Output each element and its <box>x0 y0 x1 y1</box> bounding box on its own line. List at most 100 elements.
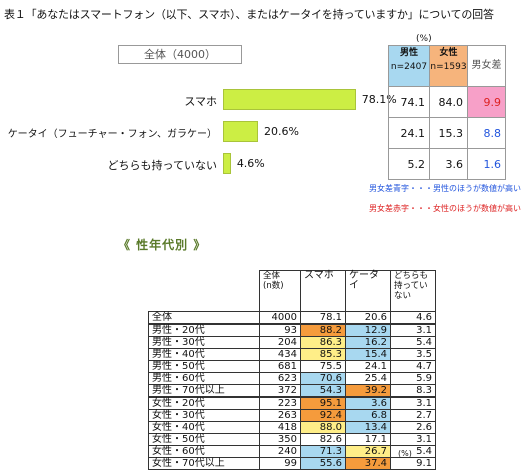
table-cell: 681 <box>259 360 301 373</box>
bar-value-label: 20.6% <box>264 125 299 138</box>
table-cell: 4000 <box>259 311 301 325</box>
table-row: 男性・70代以上 372 54.3 39.2 8.3 <box>148 384 436 398</box>
male-header: 男性 n=2407 <box>388 45 430 87</box>
row-label: 男性・60代 <box>148 372 260 385</box>
table-row: 男性・60代 623 70.6 25.4 5.9 <box>148 372 436 385</box>
table-cell: 204 <box>259 336 301 349</box>
table-cell: 2.6 <box>390 421 436 434</box>
section-title: 《 性年代別 》 <box>118 238 207 252</box>
table-cell: 15.4 <box>345 348 391 361</box>
table-cell: 20.6 <box>345 311 391 325</box>
table-cell: 8.3 <box>390 384 436 398</box>
table-cell: 12.9 <box>345 323 391 337</box>
table-cell: 88.0 <box>300 421 346 434</box>
bar-label: スマホ <box>184 95 217 108</box>
male-cell: 24.1 <box>388 117 430 149</box>
table-row: 男性・40代 434 85.3 15.4 3.5 <box>148 348 436 361</box>
table-row: 男性・50代 681 75.5 24.1 4.7 <box>148 360 436 373</box>
bar <box>223 153 231 174</box>
row-label: 女性・50代 <box>148 433 260 446</box>
table-cell: 37.4 <box>345 457 391 470</box>
table-cell: 54.3 <box>300 384 346 398</box>
table-cell: 3.6 <box>345 396 391 410</box>
table-row: 女性・60代 240 71.3 26.7 5.4 <box>148 445 436 458</box>
table-row: 男性・30代 204 86.3 16.2 5.4 <box>148 336 436 349</box>
table-cell: 85.3 <box>300 348 346 361</box>
note-blue: 男女差青字・・・男性のほうが数値が高い <box>369 184 521 193</box>
diff-header: 男女差 <box>467 45 506 87</box>
table-cell: 13.4 <box>345 421 391 434</box>
row-label: 男性・30代 <box>148 336 260 349</box>
row-label: 女性・40代 <box>148 421 260 434</box>
row-label: 男性・40代 <box>148 348 260 361</box>
table-row: 男性・20代 93 88.2 12.9 3.1 <box>148 323 436 337</box>
table-cell: 88.2 <box>300 323 346 337</box>
table-row: 全体 4000 78.1 20.6 4.6 <box>148 311 436 325</box>
female-cell: 84.0 <box>429 86 468 118</box>
age-table-header: スマホ <box>300 270 346 312</box>
row-label: 女性・60代 <box>148 445 260 458</box>
row-label: 女性・30代 <box>148 409 260 422</box>
age-table-unit: (%) <box>398 449 412 458</box>
row-label: 男性・20代 <box>148 323 260 337</box>
table-cell: 4.6 <box>390 311 436 325</box>
table-row: 女性・20代 223 95.1 3.6 3.1 <box>148 396 436 410</box>
bar <box>223 89 356 110</box>
male-cell: 5.2 <box>388 148 430 180</box>
age-table-header: どちらも 持ってい ない <box>390 270 436 312</box>
table-row: 女性・70代以上 99 55.6 37.4 9.1 <box>148 457 436 470</box>
gender-row: 74.1 84.0 9.9 <box>388 86 506 118</box>
table-cell: 223 <box>259 396 301 410</box>
page-title: 表１「あなたはスマートフォン（以下、スマホ）、またはケータイを持っていますか」に… <box>4 8 494 21</box>
table-cell: 4.7 <box>390 360 436 373</box>
table-cell: 5.4 <box>390 336 436 349</box>
table-cell: 95.1 <box>300 396 346 410</box>
row-label: 男性・50代 <box>148 360 260 373</box>
row-label: 女性・20代 <box>148 396 260 410</box>
table-cell: 6.8 <box>345 409 391 422</box>
bar-label: ケータイ（フューチャー・フォン、ガラケー） <box>7 129 217 140</box>
table-cell: 3.1 <box>390 433 436 446</box>
table-cell: 86.3 <box>300 336 346 349</box>
female-cell: 3.6 <box>429 148 468 180</box>
percent-unit: (%) <box>416 34 432 44</box>
table-row: 女性・40代 418 88.0 13.4 2.6 <box>148 421 436 434</box>
table-cell: 418 <box>259 421 301 434</box>
table-cell: 26.7 <box>345 445 391 458</box>
table-cell: 78.1 <box>300 311 346 325</box>
table-cell: 3.1 <box>390 323 436 337</box>
table-cell: 75.5 <box>300 360 346 373</box>
note-red: 男女差赤字・・・女性のほうが数値が高い <box>369 204 521 213</box>
gender-row: 5.2 3.6 1.6 <box>388 148 506 180</box>
table-cell: 2.7 <box>390 409 436 422</box>
diff-cell: 9.9 <box>467 86 506 118</box>
bar-value-label: 4.6% <box>236 157 265 170</box>
table-cell: 623 <box>259 372 301 385</box>
table-row: 女性・50代 350 82.6 17.1 3.1 <box>148 433 436 446</box>
table-cell: 24.1 <box>345 360 391 373</box>
gender-table: 男性 n=2407 女性 n=1593 男女差 74.1 84.0 9.9 24.1 1… <box>388 45 506 180</box>
table-cell: 434 <box>259 348 301 361</box>
table-cell: 82.6 <box>300 433 346 446</box>
diff-cell: 8.8 <box>467 117 506 149</box>
female-header: 女性 n=1593 <box>429 45 468 87</box>
row-label: 男性・70代以上 <box>148 384 260 398</box>
table-row: 女性・30代 263 92.4 6.8 2.7 <box>148 409 436 422</box>
table-cell: 3.5 <box>390 348 436 361</box>
table-cell: 263 <box>259 409 301 422</box>
table-cell: 17.1 <box>345 433 391 446</box>
table-cell: 71.3 <box>300 445 346 458</box>
table-cell: 70.6 <box>300 372 346 385</box>
age-table-corner <box>148 270 260 312</box>
diff-cell: 1.6 <box>467 148 506 180</box>
table-cell: 5.9 <box>390 372 436 385</box>
row-label: 全体 <box>148 311 260 325</box>
age-table-header: ケータイ <box>345 270 391 312</box>
table-cell: 3.1 <box>390 396 436 410</box>
table-cell: 93 <box>259 323 301 337</box>
bar-value-label: 78.1% <box>361 93 397 106</box>
total-sample-box: 全体（4000） <box>118 45 242 64</box>
table-cell: 92.4 <box>300 409 346 422</box>
table-cell: 16.2 <box>345 336 391 349</box>
male-cell: 74.1 <box>388 86 430 118</box>
